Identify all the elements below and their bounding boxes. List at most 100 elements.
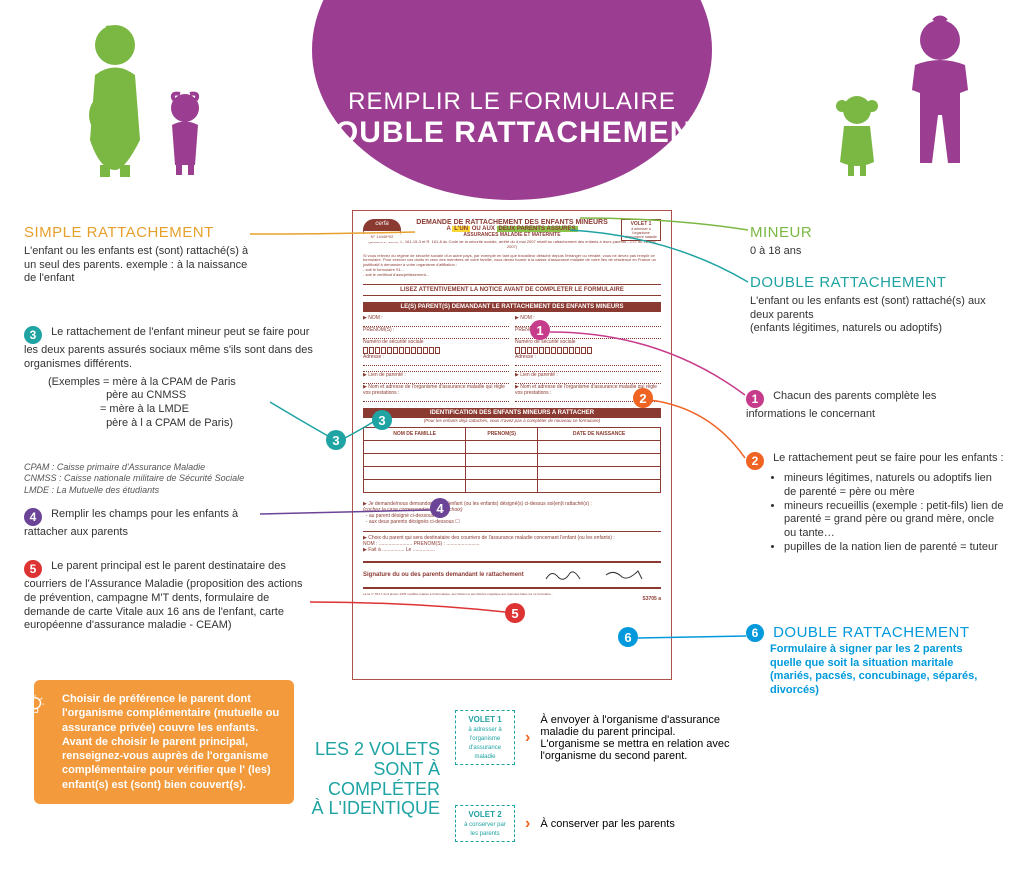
form-title-3: ASSURANCES MALADIE ET MATERNITE: [363, 232, 661, 238]
form-articles: (articles L. 160-2, L. 161-15-3 et R. 16…: [363, 240, 661, 250]
v1l: VOLET 1: [468, 715, 501, 724]
simple-body: L'enfant ou les enfants est (sont) ratta…: [24, 245, 254, 286]
form-intro: Si vous relevez du régime de sécurité so…: [363, 254, 661, 278]
v2l: VOLET 2: [468, 810, 501, 819]
header-line1: REMPLIR LE FORMULAIRE: [348, 88, 676, 116]
lbl-nss1: Numéro de sécurité sociale: [363, 339, 424, 345]
section-enfants-sub: (Pour les enfants déjà rattachés, vous n…: [363, 418, 661, 423]
mini-2: 2: [746, 452, 764, 470]
bubble-1-form: 1: [530, 320, 550, 340]
volets-title-block: LES 2 VOLETS SONT À COMPLÉTER À L'IDENTI…: [310, 740, 440, 819]
mineur-title: MINEUR: [750, 224, 950, 243]
bubble-4-form: 4: [430, 498, 450, 518]
b1n: 1: [536, 323, 543, 338]
vt4: À L'IDENTIQUE: [310, 799, 440, 819]
b3ne: 3: [332, 433, 339, 448]
lbl-adr1: Adresse :: [363, 354, 384, 360]
note-3: 3 Le rattachement de l'enfant mineur peu…: [24, 326, 324, 431]
mini-6: 6: [746, 624, 764, 642]
v2-text: À conserver par les parents: [540, 818, 730, 830]
children-table: NOM DE FAMILLEPRENOM(S)DATE DE NAISSANCE: [363, 427, 661, 493]
note-4: 4 Remplir les champs pour les enfants à …: [24, 508, 264, 540]
n6-title: DOUBLE RATTACHEMENT: [773, 624, 969, 641]
arrow-1: ›: [525, 729, 530, 747]
vt3: COMPLÉTER: [310, 780, 440, 800]
lbl-nss2: Numéro de sécurité sociale: [515, 339, 576, 345]
n2-b1: mineurs légitimes, naturels ou adoptifs …: [784, 472, 1006, 500]
choix-pre: PRENOM(S) :: [414, 541, 445, 547]
note-1: 1 Chacun des parents complète les inform…: [746, 390, 976, 422]
v1-label: VOLET 1 à adresser à l'organisme d'assur…: [455, 710, 515, 765]
volet-sub: à adresser à l'organisme d'assurance mal…: [623, 227, 659, 239]
le: Le: [406, 547, 412, 553]
bubble-2-form: 2: [633, 388, 653, 408]
lbl-lien2: Lien de parenté :: [520, 372, 558, 378]
signature-2: [604, 567, 644, 583]
abbr2: CNMSS : Caisse nationale militaire de Sé…: [24, 473, 304, 484]
simple-rattachement: SIMPLE RATTACHEMENT L'enfant ou les enfa…: [24, 224, 254, 286]
n5-body: Le parent principal est le parent destin…: [24, 560, 302, 631]
fait: Fait à: [368, 547, 381, 553]
mini-1: 1: [746, 390, 764, 408]
b5n: 5: [511, 606, 518, 621]
v1s: à adresser à l'organisme d'assurance mal…: [468, 727, 501, 760]
cerfa-text: cerfa: [363, 219, 401, 230]
b4n: 4: [436, 501, 443, 516]
tip-box: Choisir de préférence le parent dont l'o…: [34, 680, 294, 804]
volet-box: VOLET 1 à adresser à l'organisme d'assur…: [621, 219, 661, 241]
choix-block: ▶ Choix du parent qui sera destinataire …: [363, 531, 661, 553]
mineur: MINEUR 0 à 18 ans: [750, 224, 950, 259]
b2n: 2: [639, 391, 646, 406]
note-2: 2 Le rattachement peut se faire pour les…: [746, 452, 1006, 555]
lbl-adr2: Adresse :: [515, 354, 536, 360]
bubble-3-ext: 3: [326, 430, 346, 450]
v2-label: VOLET 2 à conserver par les parents: [455, 805, 515, 842]
tip-text: Choisir de préférence le parent dont l'o…: [62, 692, 280, 792]
header-line2: DOUBLE RATTACHEMENT: [312, 116, 712, 150]
abbr1: CPAM : Caisse primaire d'Assurance Malad…: [24, 462, 304, 473]
n2-b2: mineurs recueillis (exemple : petit-fils…: [784, 500, 1006, 541]
abbreviations: CPAM : Caisse primaire d'Assurance Malad…: [24, 462, 304, 496]
lightbulb-icon: [24, 694, 46, 716]
section-parents: LE(S) PARENT(S) DEMANDANT LE RATTACHEMEN…: [363, 302, 661, 312]
note-6: 6 DOUBLE RATTACHEMENT Formulaire à signe…: [746, 624, 996, 698]
lbl-org1: Nom et adresse de l'organisme d'assuranc…: [363, 384, 505, 396]
th-date: DATE DE NAISSANCE: [538, 427, 661, 440]
choix-text: Choix du parent qui sera destinataire de…: [368, 535, 615, 541]
double-rattachement: DOUBLE RATTACHEMENT L'enfant ou les enfa…: [750, 274, 1000, 336]
mini-3: 3: [24, 326, 42, 344]
arrow-2: ›: [525, 815, 530, 833]
double-title: DOUBLE RATTACHEMENT: [750, 274, 1000, 293]
n3-body: Le rattachement de l'enfant mineur peut …: [24, 326, 313, 370]
n1-body: Chacun des parents complète les informat…: [746, 390, 936, 420]
b3n: 3: [378, 413, 385, 428]
simple-title: SIMPLE RATTACHEMENT: [24, 224, 254, 243]
n2-b3: pupilles de la nation lien de parenté = …: [784, 541, 1006, 555]
form-ref: S3705 a: [363, 596, 661, 602]
notice-line: LISEZ ATTENTIVEMENT LA NOTICE AVANT DE C…: [363, 284, 661, 296]
mineur-body: 0 à 18 ans: [750, 245, 950, 259]
bubble-5-form: 5: [505, 603, 525, 623]
mother-figure: [70, 20, 170, 180]
n4-body: Remplir les champs pour les enfants à ra…: [24, 508, 238, 538]
lbl-nom1: NOM :: [368, 315, 382, 321]
demande-block: ▶ Je demande/nous demandons que l'enfant…: [363, 501, 661, 525]
b6n: 6: [624, 630, 631, 645]
n6-body: Formulaire à signer par les 2 parents qu…: [770, 643, 996, 698]
child-right-figure: [830, 90, 885, 180]
sig-label: Signature du ou des parents demandant le…: [363, 572, 524, 578]
bubble-3-form: 3: [372, 410, 392, 430]
header-circle: REMPLIR LE FORMULAIRE DOUBLE RATTACHEMEN…: [312, 0, 712, 200]
volet-2-row: VOLET 2 à conserver par les parents › À …: [455, 805, 730, 842]
form-title-1: DEMANDE DE RATTACHEMENT DES ENFANTS MINE…: [363, 219, 661, 226]
volet-1-row: VOLET 1 à adresser à l'organisme d'assur…: [455, 710, 730, 765]
mini-4: 4: [24, 508, 42, 526]
parent-col-1: ▶ NOM : PRENOM(S) : Numéro de sécurité s…: [363, 315, 509, 402]
mini-5: 5: [24, 560, 42, 578]
signature-row: Signature du ou des parents demandant le…: [363, 561, 661, 589]
cerfa-badge: cerfa N° 14445*02: [363, 219, 401, 241]
double-body: L'enfant ou les enfants est (sont) ratta…: [750, 295, 1000, 336]
lbl-lien1: Lien de parenté :: [368, 372, 406, 378]
cerfa-num: N° 14445*02: [364, 231, 400, 242]
section-enfants: IDENTIFICATION DES ENFANTS MINEURS A RAT…: [363, 408, 661, 418]
